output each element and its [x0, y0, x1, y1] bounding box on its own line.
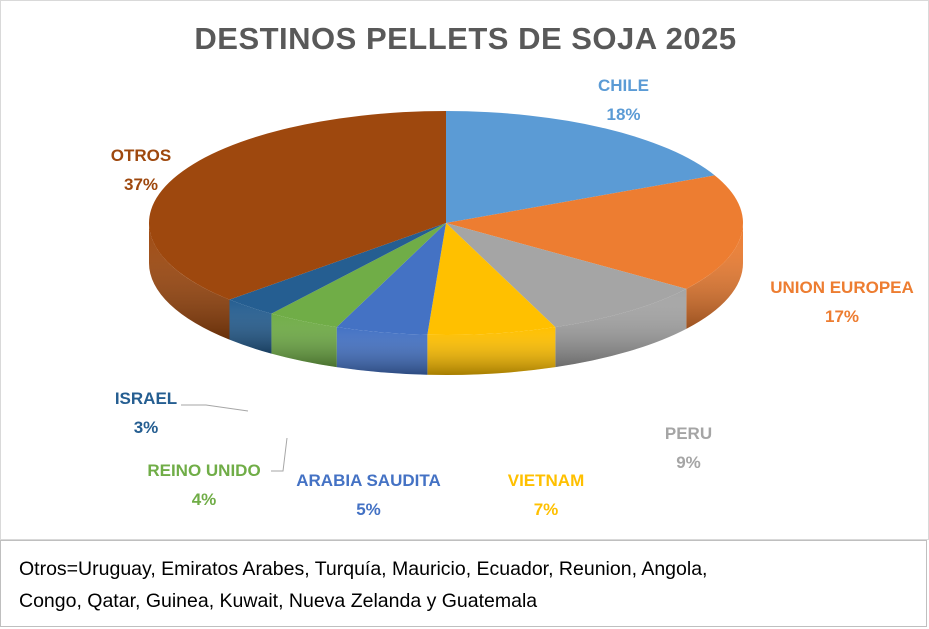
label-israel-value: 3%	[133, 418, 159, 437]
side-israel	[229, 299, 272, 354]
label-israel: ISRAEL 3%	[101, 384, 191, 442]
label-arabia-saudita-name: ARABIA SAUDITA	[296, 471, 441, 490]
side-arabia-saudita	[336, 327, 428, 375]
footnote-line-1: Otros=Uruguay, Emiratos Arabes, Turquía,…	[19, 558, 708, 580]
label-union-europea-value: 17%	[824, 307, 860, 326]
label-chile-value: 18%	[606, 105, 641, 124]
side-reino-unido	[271, 313, 337, 368]
slice-chile	[446, 111, 715, 223]
side-peru	[555, 288, 687, 368]
side-vietnam	[427, 327, 556, 376]
label-vietnam-value: 7%	[533, 500, 559, 519]
label-vietnam: VIETNAM 7%	[491, 466, 601, 524]
leader-lines	[181, 404, 288, 472]
label-israel-name: ISRAEL	[114, 389, 178, 408]
footnote: Otros=Uruguay, Emiratos Arabes, Turquía,…	[0, 540, 927, 627]
side-otros	[149, 223, 230, 340]
label-reino-unido: REINO UNIDO 4%	[129, 456, 279, 514]
label-union-europea-name: UNION EUROPEA	[770, 278, 914, 297]
label-reino-unido-value: 4%	[191, 490, 217, 509]
footnote-line-2: Congo, Qatar, Guinea, Kuwait, Nueva Zela…	[19, 590, 538, 612]
pie-sides	[149, 223, 743, 376]
chart-area: DESTINOS PELLETS DE SOJA 2025 CHILE 18% …	[0, 0, 929, 540]
label-chile: CHILE 18%	[576, 71, 671, 129]
chart-title: DESTINOS PELLETS DE SOJA 2025	[194, 21, 737, 56]
label-otros: OTROS 37%	[86, 141, 196, 199]
pie-tops	[148, 111, 743, 335]
slice-reino-unido	[271, 223, 446, 328]
label-peru-value: 9%	[676, 453, 701, 472]
slice-israel	[229, 223, 446, 314]
slice-peru	[446, 223, 687, 328]
slice-vietnam	[427, 223, 556, 335]
slice-union-europea	[446, 175, 743, 289]
side-union-europea	[686, 223, 743, 329]
slice-arabia-saudita	[336, 223, 446, 335]
pie-chart	[148, 111, 743, 472]
slice-otros	[148, 111, 447, 300]
label-chile-name: CHILE	[598, 76, 649, 95]
label-peru-name: PERU	[664, 424, 713, 443]
label-otros-name: OTROS	[110, 146, 172, 165]
label-peru: PERU 9%	[641, 419, 736, 477]
label-union-europea: UNION EUROPEA 17%	[752, 273, 929, 331]
label-otros-value: 37%	[123, 175, 159, 194]
label-reino-unido-name: REINO UNIDO	[147, 461, 261, 480]
label-vietnam-name: VIETNAM	[507, 471, 585, 490]
label-arabia-saudita: ARABIA SAUDITA 5%	[281, 466, 456, 524]
leader-israel	[181, 404, 249, 412]
leader-reino-unido	[271, 437, 288, 472]
label-arabia-saudita-value: 5%	[356, 500, 381, 519]
